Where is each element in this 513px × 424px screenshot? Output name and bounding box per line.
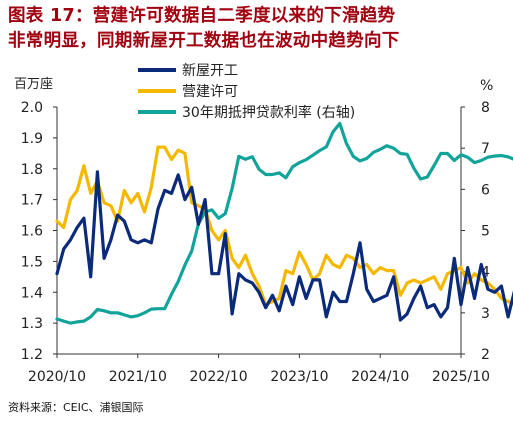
x-tick-label: 2021/10 bbox=[109, 369, 167, 385]
left-tick-label: 1.3 bbox=[21, 316, 43, 332]
left-tick-label: 1.6 bbox=[21, 224, 43, 240]
right-tick-label: 8 bbox=[481, 100, 490, 116]
title-line-1: 图表 17：营建许可数据自二季度以来的下滑趋势 bbox=[8, 4, 508, 29]
right-axis-label: % bbox=[480, 78, 493, 94]
left-tick-label: 1.5 bbox=[21, 254, 43, 270]
x-tick-label: 2024/10 bbox=[351, 369, 409, 385]
right-tick-label: 5 bbox=[481, 224, 490, 240]
right-tick-label: 2 bbox=[481, 347, 490, 363]
right-tick-label: 3 bbox=[481, 306, 490, 322]
series-line-1 bbox=[55, 170, 513, 322]
title-line-2: 非常明显，同期新屋开工数据也在波动中趋势向下 bbox=[8, 31, 400, 51]
x-tick-label: 2023/10 bbox=[270, 369, 328, 385]
legend-label-3: 30年期抵押贷款利率 (右轴) bbox=[182, 104, 355, 121]
right-tick-label: 4 bbox=[481, 265, 490, 281]
x-tick-label: 2020/10 bbox=[28, 369, 86, 385]
right-tick-label: 7 bbox=[481, 141, 490, 157]
right-tick-label: 6 bbox=[481, 182, 490, 198]
title-prefix: 图表 17： bbox=[8, 6, 93, 26]
x-tick-label: 2022/10 bbox=[190, 369, 248, 385]
left-tick-label: 1.2 bbox=[21, 347, 43, 363]
legend-label-1: 新屋开工 bbox=[182, 63, 238, 79]
left-tick-label: 1.8 bbox=[21, 162, 43, 178]
chart-title: 图表 17：营建许可数据自二季度以来的下滑趋势 非常明显，同期新屋开工数据也在波… bbox=[8, 4, 508, 54]
left-tick-label: 1.4 bbox=[21, 285, 43, 301]
left-tick-label: 1.7 bbox=[21, 193, 43, 209]
x-tick-label: 2025/10 bbox=[432, 369, 490, 385]
series-line-3 bbox=[55, 121, 513, 325]
left-tick-label: 1.9 bbox=[21, 131, 43, 147]
series-line-2 bbox=[55, 145, 513, 307]
source-note: 资料来源：CEIC、浦银国际 bbox=[8, 401, 144, 414]
title-text-1: 营建许可数据自二季度以来的下滑趋势 bbox=[92, 6, 396, 26]
left-tick-label: 2.0 bbox=[21, 100, 43, 116]
legend-label-2: 营建许可 bbox=[182, 84, 238, 100]
left-axis-label: 百万座 bbox=[14, 77, 53, 92]
